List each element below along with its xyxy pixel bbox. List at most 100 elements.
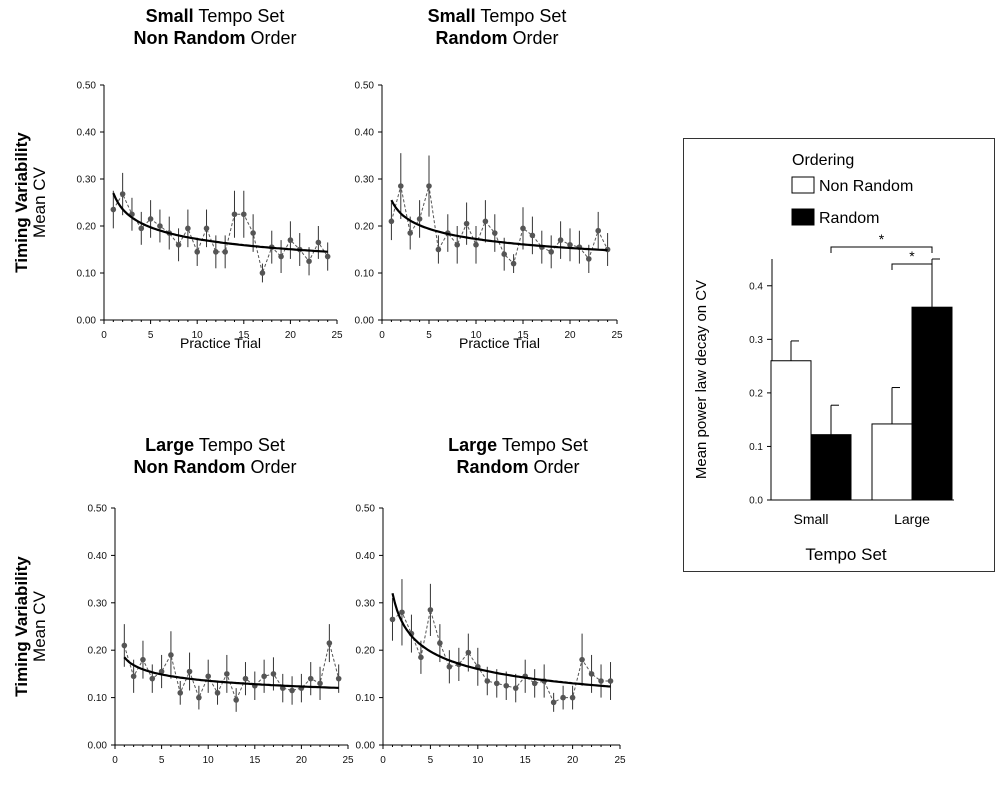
y-axis-label: Mean power law decay on CV — [693, 280, 710, 479]
panel-title: Large Tempo Set — [145, 435, 285, 455]
panel-title-bold: Small — [146, 6, 194, 26]
data-point — [121, 642, 128, 649]
data-point — [326, 640, 333, 646]
bar-large-nonrandom — [871, 423, 913, 501]
x-tick-label: 10 — [203, 755, 215, 766]
data-point — [389, 616, 396, 623]
data-point — [306, 258, 312, 265]
panel-order: Non Random Order — [133, 457, 296, 477]
y-tick-label: 0.40 — [356, 551, 376, 562]
data-point — [259, 270, 266, 276]
panel-title-rest: Tempo Set — [497, 435, 588, 455]
y-tick-label: 0.00 — [355, 316, 375, 327]
y-tick-label: 0.30 — [77, 175, 97, 186]
y-tick-label: 0.50 — [355, 81, 375, 92]
data-point — [446, 663, 453, 670]
x-tick-label: 20 — [567, 755, 579, 766]
panel-order: Non Random Order — [133, 28, 296, 48]
y-tick-label: 0.30 — [356, 598, 376, 609]
x-tick-label: 20 — [564, 330, 576, 341]
data-point — [224, 671, 230, 677]
x-tick-label: 10 — [192, 330, 204, 341]
data-point — [147, 216, 154, 222]
y-tick-label: 0.10 — [356, 693, 376, 704]
data-point — [203, 225, 210, 232]
data-point — [579, 656, 585, 663]
data-point — [426, 183, 432, 189]
data-point — [418, 654, 424, 661]
x-tick-label: 15 — [238, 330, 250, 341]
data-point — [175, 242, 182, 248]
data-point — [567, 242, 573, 248]
series-line — [112, 192, 329, 275]
data-point — [557, 237, 564, 243]
data-point — [399, 609, 405, 616]
significance-star: * — [909, 248, 915, 264]
data-point — [465, 649, 472, 656]
significance-bracket — [830, 246, 933, 253]
x-tick-label: 10 — [470, 330, 482, 341]
y-tick-label: 0.50 — [356, 504, 376, 515]
y-tick-label: 0.1 — [749, 442, 763, 453]
data-point — [492, 230, 498, 236]
y-tick-label: 0.20 — [77, 222, 97, 233]
data-point — [138, 225, 145, 232]
y-tick-label: 0.40 — [77, 128, 97, 139]
power-law-fit — [123, 656, 339, 689]
data-point — [463, 220, 470, 227]
y-axis-label-line2: Mean CV — [30, 166, 49, 238]
data-point — [250, 230, 256, 236]
data-point — [484, 678, 491, 684]
data-point — [196, 694, 202, 701]
data-point — [157, 223, 163, 229]
x-tick-label: 5 — [428, 755, 434, 766]
data-point — [560, 694, 566, 701]
data-point — [595, 227, 601, 234]
panel-title-bold: Large — [145, 435, 194, 455]
significance-star: * — [879, 231, 885, 247]
data-point — [493, 680, 500, 687]
x-tick-label: 10 — [472, 755, 484, 766]
x-tick-label: Small — [793, 511, 828, 527]
y-axis-label-line2: Mean CV — [30, 590, 49, 662]
data-point — [185, 225, 191, 232]
y-axis-label-line1: Timing Variability — [12, 132, 31, 273]
data-point — [177, 690, 184, 696]
series-line — [390, 185, 609, 265]
x-tick-label: 0 — [112, 755, 118, 766]
x-tick-label: 15 — [517, 330, 529, 341]
bar-small-random — [810, 434, 852, 501]
data-point — [222, 249, 228, 255]
data-point — [130, 673, 137, 680]
data-point — [510, 260, 517, 267]
data-point — [335, 675, 342, 682]
y-tick-label: 0.2 — [749, 388, 763, 399]
data-point — [569, 694, 576, 701]
power-law-fit — [390, 199, 608, 252]
data-point — [233, 697, 239, 703]
y-axis-label-line1: Timing Variability — [12, 556, 31, 697]
x-tick-label: 20 — [296, 755, 308, 766]
data-point — [149, 675, 156, 682]
data-point — [548, 249, 554, 255]
data-point — [205, 673, 211, 680]
data-point — [607, 678, 614, 684]
y-tick-label: 0.40 — [355, 128, 375, 139]
panel-title: Small Tempo Set — [146, 6, 285, 26]
y-tick-label: 0.40 — [88, 551, 108, 562]
data-point — [388, 218, 395, 225]
data-point — [473, 242, 479, 248]
data-point — [231, 211, 238, 218]
bar-large-random — [911, 306, 953, 501]
y-tick-label: 0.20 — [88, 646, 108, 657]
data-point — [482, 218, 489, 225]
y-tick-label: 0.20 — [356, 646, 376, 657]
panel-order-rest: Order — [507, 28, 558, 48]
x-tick-label: 0 — [380, 755, 386, 766]
data-point — [270, 671, 277, 677]
data-point — [186, 668, 193, 675]
data-point — [454, 242, 460, 248]
x-tick-label: 5 — [148, 330, 154, 341]
